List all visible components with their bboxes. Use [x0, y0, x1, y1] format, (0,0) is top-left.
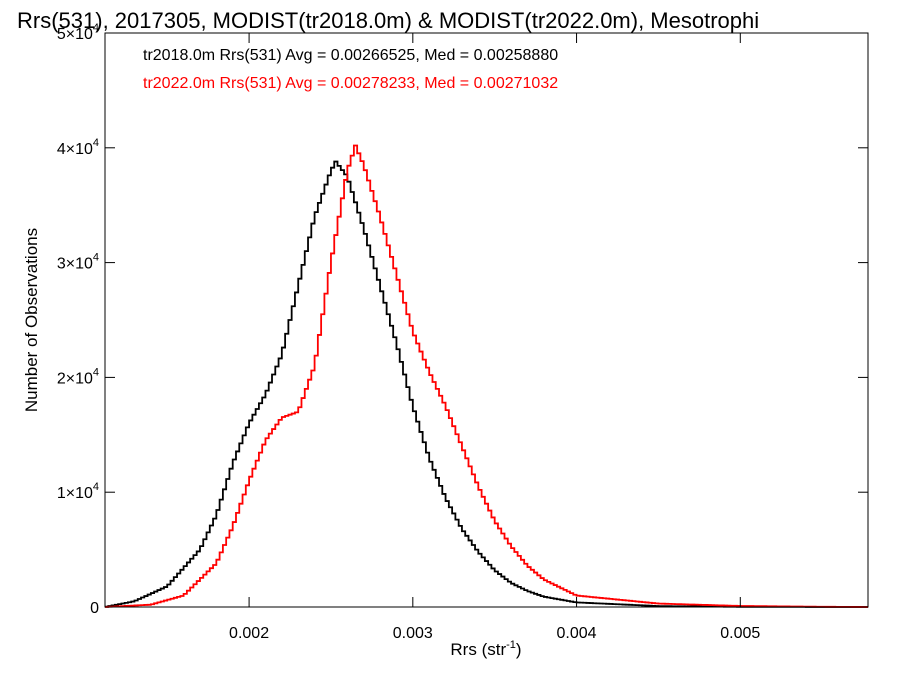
y-axis-label: Number of Observations	[22, 228, 41, 412]
x-tick-label: 0.005	[720, 625, 760, 642]
legend: tr2018.0m Rrs(531) Avg = 0.00266525, Med…	[143, 47, 558, 92]
y-tick-label: 0	[90, 600, 99, 617]
series-layer	[105, 144, 868, 608]
x-tick-label: 0.002	[229, 625, 269, 642]
x-axis-label-exponent: -1	[506, 639, 516, 651]
x-tick-label: 0.004	[557, 625, 597, 642]
y-tick-label: 1×104	[57, 481, 99, 502]
x-axis-label-main: Rrs (str	[450, 640, 506, 659]
x-axis-label: Rrs (str-1)	[450, 639, 521, 659]
chart-title: Rrs(531), 2017305, MODIST(tr2018.0m) & M…	[17, 8, 759, 33]
y-tick-label: 4×104	[57, 137, 99, 158]
tick-layer: 0.002 0.003 0.004 0.005 0 1×104 2×104 3×104 4×10…	[57, 22, 868, 642]
y-tick-label: 3×104	[57, 252, 99, 273]
series-line-tr2022.0m	[105, 144, 868, 608]
x-axis-label-close: )	[516, 640, 522, 659]
series-line-tr2018.0m	[105, 160, 868, 608]
x-tick-label: 0.003	[393, 625, 433, 642]
plot-frame	[104, 32, 869, 608]
legend-entry-tr2022.0m: tr2022.0m Rrs(531) Avg = 0.00278233, Med…	[143, 75, 558, 92]
y-tick-label: 2×104	[57, 366, 99, 387]
y-tick-label: 5×104	[57, 22, 99, 43]
legend-entry-tr2018.0m: tr2018.0m Rrs(531) Avg = 0.00266525, Med…	[143, 47, 558, 64]
